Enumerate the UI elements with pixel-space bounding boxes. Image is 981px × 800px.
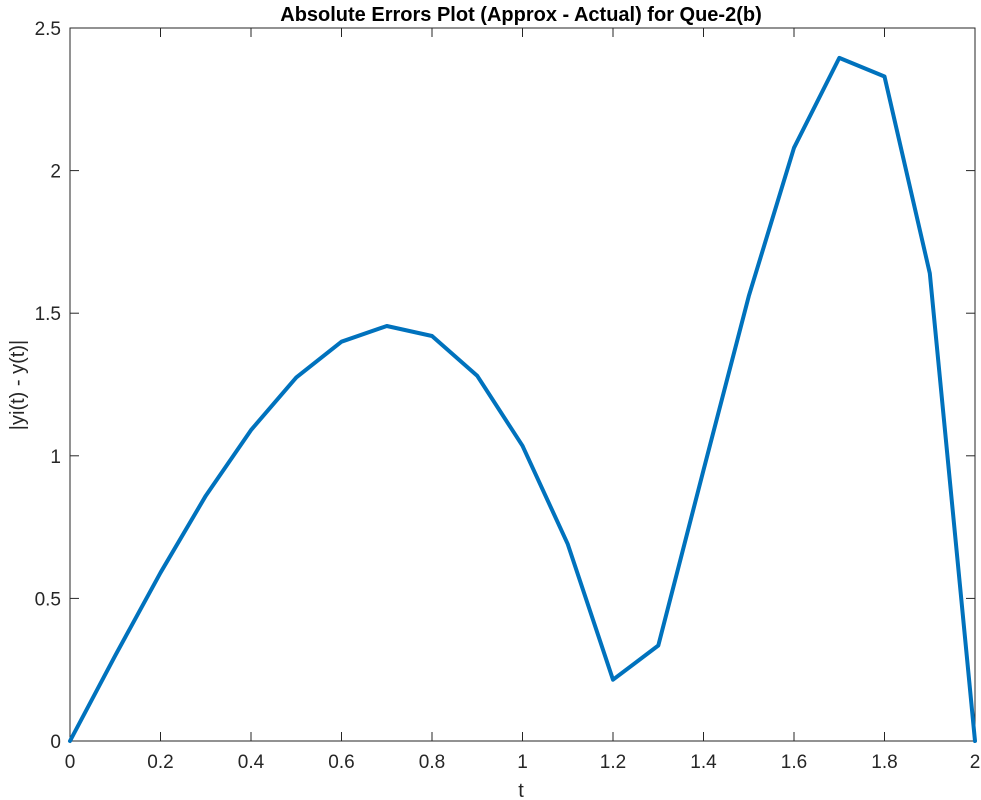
- y-tick-label: 0: [50, 732, 61, 753]
- x-tick-label: 1.8: [871, 752, 897, 773]
- y-tick-label: 1.5: [35, 304, 61, 325]
- axes-box: [69, 27, 976, 742]
- y-tick-label: 2.5: [35, 19, 61, 40]
- series-line: [68, 55, 977, 743]
- x-axis-label: t: [518, 780, 524, 800]
- chart-title: Absolute Errors Plot (Approx - Actual) f…: [280, 4, 762, 26]
- x-tick-label: 0.8: [419, 752, 445, 773]
- plot-area: 0 0.2 0.4 0.6 0.8 1 1.2 1.4 1.6 1.8 2 0 0.5 1 1.5 2 2.5: [35, 19, 981, 773]
- y-tick-label: 2: [50, 162, 61, 183]
- y-tick-label: 1: [50, 447, 61, 468]
- x-tick-label: 0.6: [328, 752, 354, 773]
- y-axis-label: |yi(t) - y(t)|: [7, 340, 29, 430]
- x-tick-label: 0.2: [147, 752, 173, 773]
- x-tick-label: 1.6: [781, 752, 807, 773]
- y-tick-label: 0.5: [35, 589, 61, 610]
- x-tick-label: 0.4: [238, 752, 265, 773]
- x-tick-label: 1: [517, 752, 528, 773]
- x-tick-label: 1.4: [690, 752, 717, 773]
- x-tick-label: 2: [970, 752, 981, 773]
- x-tick-label: 1.2: [600, 752, 626, 773]
- x-tick-label: 0: [65, 752, 76, 773]
